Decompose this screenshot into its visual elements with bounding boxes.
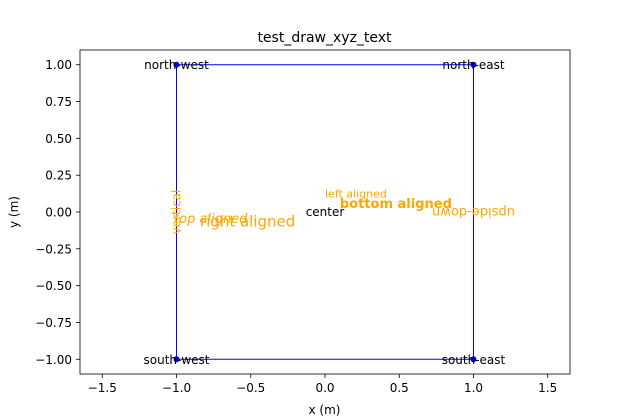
- corner-point: [470, 61, 477, 68]
- x-tick-label: 0.5: [390, 381, 409, 395]
- y-tick-label: 0.00: [45, 206, 72, 220]
- corner-point: [173, 61, 180, 68]
- y-tick-label: 1.00: [45, 58, 72, 72]
- x-axis-label: x (m): [309, 403, 341, 417]
- annotation-text: upside-down: [432, 204, 515, 219]
- x-tick-label: 1.0: [464, 381, 483, 395]
- y-tick-label: 0.75: [45, 95, 72, 109]
- y-tick-label: −0.50: [35, 279, 72, 293]
- x-tick-label: −1.0: [162, 381, 191, 395]
- y-tick-label: −0.75: [35, 316, 72, 330]
- x-ticks: −1.5 −1.0 −0.5 0.0 0.5 1.0 1.5: [88, 374, 557, 395]
- x-tick-label: 0.0: [315, 381, 334, 395]
- annotation-text: right aligned: [200, 213, 295, 231]
- corner-label: north-west: [144, 58, 209, 72]
- y-ticks: 1.00 0.75 0.50 0.25 0.00 −0.25 −0.50 −0.75 −1.00: [35, 58, 80, 367]
- annotation-text: top aligned: [174, 212, 248, 227]
- y-tick-label: −0.25: [35, 242, 72, 256]
- corner-label: south-east: [442, 353, 506, 367]
- annotation-text: bottom aligned: [340, 197, 452, 212]
- chart-title: test_draw_xyz_text: [257, 30, 392, 46]
- annotation-text: vertical: [170, 190, 184, 235]
- y-tick-label: 0.25: [45, 169, 72, 183]
- y-tick-label: −1.00: [35, 353, 72, 367]
- corner-point: [173, 356, 180, 363]
- x-tick-label: −0.5: [236, 381, 265, 395]
- plot-area: north-west north-east south-west south-east…: [144, 58, 515, 367]
- corner-label: north-east: [442, 58, 505, 72]
- y-axis-label: y (m): [7, 196, 21, 228]
- corner-label: south-west: [144, 353, 210, 367]
- annotation-text: left aligned: [325, 187, 387, 200]
- y-tick-label: 0.50: [45, 132, 72, 146]
- corner-point: [470, 356, 477, 363]
- annotation-text: center: [306, 205, 345, 219]
- x-tick-label: −1.5: [88, 381, 117, 395]
- x-tick-label: 1.5: [538, 381, 557, 395]
